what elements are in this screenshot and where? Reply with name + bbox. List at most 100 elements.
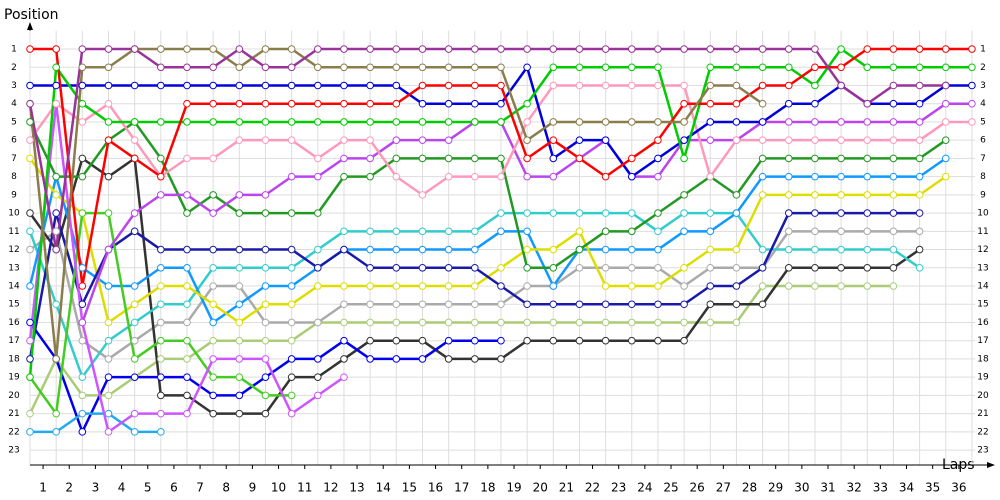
lap-point xyxy=(287,373,296,381)
lap-point xyxy=(575,45,584,53)
lap-point xyxy=(261,99,270,108)
lap-point xyxy=(444,263,453,272)
lap-point xyxy=(78,391,87,400)
lap-point xyxy=(863,191,872,199)
lap-point xyxy=(157,191,165,199)
x-tick-label: 10 xyxy=(271,481,286,495)
lap-point xyxy=(209,282,217,290)
lap-point xyxy=(340,99,348,108)
lap-point xyxy=(340,172,348,181)
lap-point xyxy=(78,336,87,345)
lap-point xyxy=(497,263,505,272)
lap-point xyxy=(52,409,60,418)
lap-point xyxy=(104,391,113,400)
y-tick-label-right: 23 xyxy=(977,446,988,456)
y-tick-label-right: 13 xyxy=(977,263,988,273)
x-tick-label: 5 xyxy=(144,481,152,495)
x-tick-label: 8 xyxy=(222,481,230,495)
lap-point xyxy=(314,81,322,90)
lap-point xyxy=(627,118,636,126)
lap-point xyxy=(418,45,427,53)
lap-point xyxy=(523,245,531,254)
lap-point xyxy=(706,209,715,217)
lap-point xyxy=(209,263,217,272)
lap-point xyxy=(732,318,741,327)
lap-point xyxy=(78,81,87,90)
lap-point xyxy=(235,263,244,272)
x-tick-label: 19 xyxy=(506,481,521,495)
lap-point xyxy=(444,99,453,108)
lap-point xyxy=(837,63,845,72)
lap-point xyxy=(130,118,139,126)
lap-point xyxy=(209,81,217,90)
lap-point xyxy=(287,81,296,90)
lap-point xyxy=(78,154,87,163)
y-tick-label-right: 1 xyxy=(980,45,986,55)
x-tick-label: 32 xyxy=(847,481,862,495)
lap-point xyxy=(392,136,401,144)
lap-point xyxy=(340,45,348,53)
lap-point xyxy=(340,300,348,309)
lap-point xyxy=(183,118,191,126)
lap-point xyxy=(706,172,715,181)
lap-point xyxy=(941,63,950,72)
lap-point xyxy=(235,118,244,126)
lap-point xyxy=(235,373,244,381)
lap-point xyxy=(287,172,296,181)
lap-point xyxy=(104,336,113,345)
lap-point xyxy=(183,154,191,163)
lap-point xyxy=(157,300,165,309)
lap-point xyxy=(52,428,60,436)
lap-point xyxy=(549,81,558,90)
lap-point xyxy=(706,318,715,327)
lap-point xyxy=(52,227,60,236)
lap-point xyxy=(497,336,505,345)
lap-point xyxy=(889,81,898,90)
lap-point xyxy=(26,81,34,90)
lap-point xyxy=(601,45,610,53)
y-tick-label: 23 xyxy=(8,446,19,456)
lap-point xyxy=(392,154,401,163)
x-tick-label: 14 xyxy=(376,481,391,495)
lap-point xyxy=(549,318,558,327)
lap-point xyxy=(235,63,244,72)
lap-point xyxy=(706,81,715,90)
lap-point xyxy=(732,282,741,290)
lap-point xyxy=(627,45,636,53)
lap-point xyxy=(157,391,165,400)
y-tick-label-right: 2 xyxy=(980,63,986,73)
lap-point xyxy=(575,227,584,236)
lap-point xyxy=(654,300,662,309)
lap-point xyxy=(811,263,819,272)
lap-point xyxy=(549,300,558,309)
lap-point xyxy=(235,81,244,90)
lap-point xyxy=(601,300,610,309)
lap-point xyxy=(654,154,662,163)
lap-point xyxy=(104,318,113,327)
lap-point xyxy=(811,282,819,290)
lap-point xyxy=(968,118,976,126)
lap-point xyxy=(654,336,662,345)
lap-point xyxy=(366,227,374,236)
lap-point xyxy=(314,45,322,53)
x-tick-label: 27 xyxy=(716,481,731,495)
lap-point xyxy=(470,263,479,272)
lap-point xyxy=(863,136,872,144)
lap-point xyxy=(889,263,898,272)
lap-point xyxy=(654,45,662,53)
lap-point xyxy=(209,63,217,72)
lap-point xyxy=(680,81,688,90)
lap-point xyxy=(444,172,453,181)
lap-point xyxy=(157,63,165,72)
lap-point xyxy=(654,209,662,217)
lap-point xyxy=(601,263,610,272)
lap-point xyxy=(209,45,217,53)
lap-point xyxy=(340,136,348,144)
lap-point xyxy=(758,154,767,163)
lap-point xyxy=(680,336,688,345)
lap-point xyxy=(261,63,270,72)
lap-point xyxy=(680,191,688,199)
y-tick-label: 10 xyxy=(8,209,20,219)
lap-point xyxy=(287,63,296,72)
lap-point xyxy=(392,118,401,126)
